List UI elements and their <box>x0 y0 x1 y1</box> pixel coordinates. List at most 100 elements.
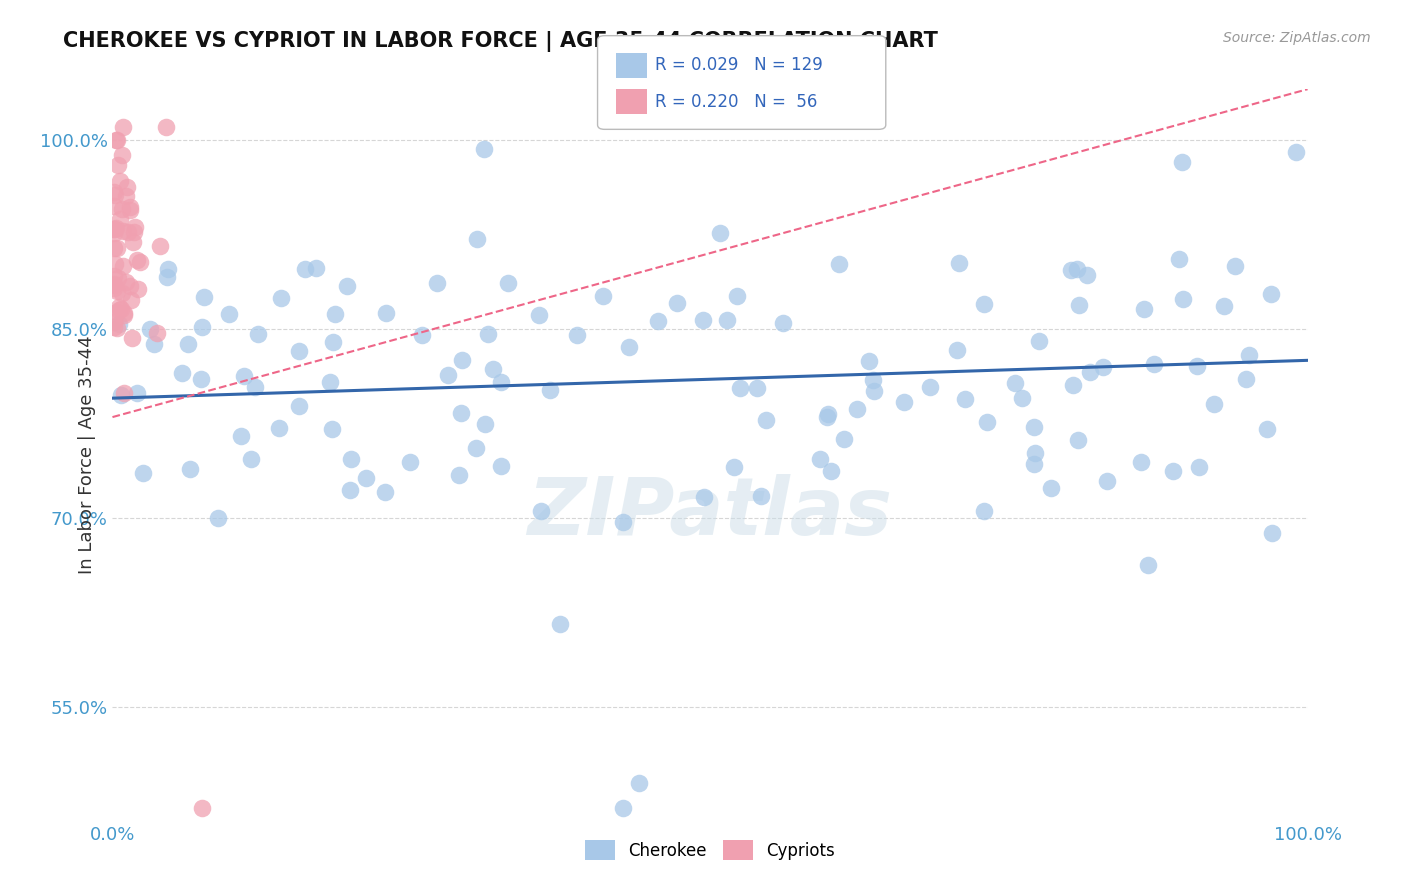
Point <box>1076 268 1098 282</box>
Point <box>948 256 970 270</box>
Point <box>617 340 640 354</box>
Point <box>374 306 396 320</box>
Point <box>481 362 503 376</box>
Point <box>920 380 942 394</box>
Point <box>103 320 125 334</box>
Point <box>107 270 129 285</box>
Point <box>112 308 135 322</box>
Point <box>339 483 361 498</box>
Point <box>755 413 778 427</box>
Legend: Cherokee, Cypriots: Cherokee, Cypriots <box>578 833 842 867</box>
Point <box>725 289 748 303</box>
Point <box>115 275 138 289</box>
Point <box>190 319 212 334</box>
Text: R = 0.029   N = 129: R = 0.029 N = 129 <box>655 56 823 74</box>
Point <box>426 276 449 290</box>
Point <box>862 373 884 387</box>
Point <box>749 489 772 503</box>
Point <box>723 459 745 474</box>
Point <box>1260 286 1282 301</box>
Point <box>110 301 132 316</box>
Point <box>270 291 292 305</box>
Point <box>103 281 125 295</box>
Point <box>247 326 270 341</box>
Text: Source: ZipAtlas.com: Source: ZipAtlas.com <box>1223 31 1371 45</box>
Point <box>105 241 128 255</box>
Point <box>1143 357 1166 371</box>
Point <box>953 392 976 407</box>
Point <box>565 327 588 342</box>
Point <box>124 220 146 235</box>
Point <box>1171 155 1194 169</box>
Point <box>104 221 127 235</box>
Point <box>846 402 869 417</box>
Point <box>111 202 134 217</box>
Point <box>612 801 634 815</box>
Point <box>447 467 470 482</box>
Point <box>745 381 768 395</box>
Point <box>104 257 127 271</box>
Point <box>1066 262 1088 277</box>
Point <box>155 269 177 284</box>
Point <box>179 462 201 476</box>
Point <box>111 286 134 301</box>
Point <box>374 485 396 500</box>
Point <box>474 417 496 432</box>
Point <box>627 776 650 790</box>
Point <box>115 189 138 203</box>
Point <box>1091 359 1114 374</box>
Point <box>530 503 553 517</box>
Point <box>103 241 125 255</box>
Point <box>120 200 142 214</box>
Point <box>399 455 422 469</box>
Point <box>103 268 125 283</box>
Point <box>1011 391 1033 405</box>
Point <box>139 322 162 336</box>
Point <box>489 375 512 389</box>
Point <box>269 421 291 435</box>
Point <box>190 371 212 385</box>
Point <box>129 255 152 269</box>
Point <box>122 225 145 239</box>
Point <box>103 278 125 293</box>
Point <box>120 293 142 308</box>
Point <box>1168 252 1191 267</box>
Point <box>692 313 714 327</box>
Point <box>863 384 886 398</box>
Point <box>709 226 731 240</box>
Point <box>1225 259 1247 273</box>
Point <box>893 395 915 409</box>
Point <box>820 464 842 478</box>
Point <box>191 801 214 815</box>
Point <box>105 284 128 298</box>
Point <box>294 261 316 276</box>
Point <box>322 334 344 349</box>
Point <box>103 315 125 329</box>
Point <box>1188 459 1211 474</box>
Point <box>110 174 132 188</box>
Point <box>1067 298 1090 312</box>
Point <box>177 337 200 351</box>
Point <box>118 202 141 217</box>
Point <box>817 407 839 421</box>
Point <box>946 343 969 357</box>
Point <box>491 459 513 474</box>
Point <box>121 235 143 250</box>
Point <box>107 158 129 172</box>
Point <box>1067 433 1090 447</box>
Point <box>231 429 253 443</box>
Point <box>125 386 148 401</box>
Point <box>496 276 519 290</box>
Point <box>716 313 738 327</box>
Point <box>107 300 129 314</box>
Point <box>472 141 495 155</box>
Point <box>1039 482 1062 496</box>
Point <box>1256 422 1278 436</box>
Point <box>465 232 488 246</box>
Point <box>170 366 193 380</box>
Point <box>110 388 132 402</box>
Point <box>103 277 125 292</box>
Point <box>1237 348 1260 362</box>
Point <box>103 199 125 213</box>
Point <box>1060 262 1083 277</box>
